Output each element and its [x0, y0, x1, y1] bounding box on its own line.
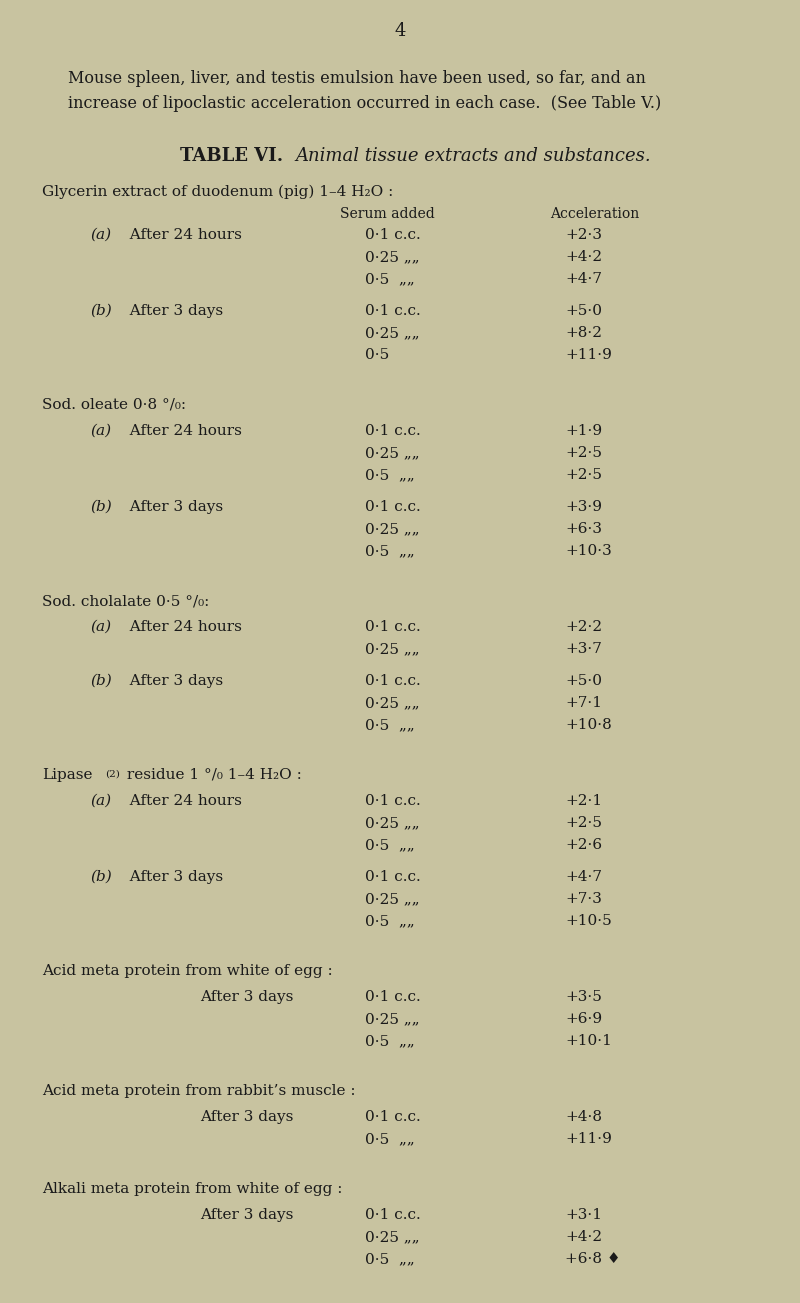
- Text: increase of lipoclastic acceleration occurred in each case.  (See Table V.): increase of lipoclastic acceleration occ…: [68, 95, 662, 112]
- Text: +4·2: +4·2: [565, 1230, 602, 1244]
- Text: +3·1: +3·1: [565, 1208, 602, 1222]
- Text: Glycerin extract of duodenum (pig) 1–4 H₂O :: Glycerin extract of duodenum (pig) 1–4 H…: [42, 185, 394, 199]
- Text: Acid meta protein from white of egg :: Acid meta protein from white of egg :: [42, 964, 333, 979]
- Text: 0·1 c.c.: 0·1 c.c.: [365, 304, 421, 318]
- Text: 0·5  „„: 0·5 „„: [365, 1252, 414, 1267]
- Text: Sod. cholalate 0·5 °/₀:: Sod. cholalate 0·5 °/₀:: [42, 594, 210, 609]
- Text: +6·3: +6·3: [565, 523, 602, 536]
- Text: (b): (b): [90, 870, 112, 883]
- Text: 0·25 „„: 0·25 „„: [365, 326, 420, 340]
- Text: Serum added: Serum added: [340, 207, 434, 222]
- Text: Alkali meta protein from white of egg :: Alkali meta protein from white of egg :: [42, 1182, 342, 1196]
- Text: +2·1: +2·1: [565, 794, 602, 808]
- Text: After 24 hours: After 24 hours: [120, 794, 242, 808]
- Text: 0·25 „„: 0·25 „„: [365, 250, 420, 265]
- Text: (a): (a): [90, 794, 111, 808]
- Text: 0·25 „„: 0·25 „„: [365, 816, 420, 830]
- Text: 0·25 „„: 0·25 „„: [365, 642, 420, 655]
- Text: 0·25 „„: 0·25 „„: [365, 893, 420, 906]
- Text: 0·25 „„: 0·25 „„: [365, 523, 420, 536]
- Text: +3·5: +3·5: [565, 990, 602, 1005]
- Text: After 3 days: After 3 days: [120, 304, 223, 318]
- Text: 0·5  „„: 0·5 „„: [365, 468, 414, 482]
- Text: Acid meta protein from rabbit’s muscle :: Acid meta protein from rabbit’s muscle :: [42, 1084, 356, 1098]
- Text: +11·9: +11·9: [565, 348, 612, 362]
- Text: 0·5  „„: 0·5 „„: [365, 838, 414, 852]
- Text: (b): (b): [90, 500, 112, 513]
- Text: +3·7: +3·7: [565, 642, 602, 655]
- Text: 0·5  „„: 0·5 „„: [365, 718, 414, 732]
- Text: 0·25 „„: 0·25 „„: [365, 696, 420, 710]
- Text: (b): (b): [90, 304, 112, 318]
- Text: +3·9: +3·9: [565, 500, 602, 513]
- Text: (2): (2): [105, 770, 120, 779]
- Text: 0·1 c.c.: 0·1 c.c.: [365, 1110, 421, 1124]
- Text: After 3 days: After 3 days: [120, 674, 223, 688]
- Text: After 3 days: After 3 days: [120, 500, 223, 513]
- Text: +7·1: +7·1: [565, 696, 602, 710]
- Text: +2·5: +2·5: [565, 468, 602, 482]
- Text: 0·5  „„: 0·5 „„: [365, 1035, 414, 1048]
- Text: 0·1 c.c.: 0·1 c.c.: [365, 500, 421, 513]
- Text: After 3 days: After 3 days: [120, 870, 223, 883]
- Text: +10·5: +10·5: [565, 913, 612, 928]
- Text: Sod. oleate 0·8 °/₀:: Sod. oleate 0·8 °/₀:: [42, 397, 186, 412]
- Text: +2·5: +2·5: [565, 446, 602, 460]
- Text: After 3 days: After 3 days: [200, 1110, 294, 1124]
- Text: 0·5: 0·5: [365, 348, 390, 362]
- Text: 0·25 „„: 0·25 „„: [365, 446, 420, 460]
- Text: +10·1: +10·1: [565, 1035, 612, 1048]
- Text: 0·1 c.c.: 0·1 c.c.: [365, 674, 421, 688]
- Text: 0·1 c.c.: 0·1 c.c.: [365, 990, 421, 1005]
- Text: 4: 4: [394, 22, 406, 40]
- Text: After 3 days: After 3 days: [200, 990, 294, 1005]
- Text: 0·1 c.c.: 0·1 c.c.: [365, 228, 421, 242]
- Text: 0·25 „„: 0·25 „„: [365, 1230, 420, 1244]
- Text: +8·2: +8·2: [565, 326, 602, 340]
- Text: (b): (b): [90, 674, 112, 688]
- Text: +2·5: +2·5: [565, 816, 602, 830]
- Text: 0·5  „„: 0·5 „„: [365, 1132, 414, 1147]
- Text: Acceleration: Acceleration: [550, 207, 639, 222]
- Text: +7·3: +7·3: [565, 893, 602, 906]
- Text: +6·8 ♦: +6·8 ♦: [565, 1252, 621, 1267]
- Text: +1·9: +1·9: [565, 423, 602, 438]
- Text: Lipase: Lipase: [42, 767, 93, 782]
- Text: (a): (a): [90, 228, 111, 242]
- Text: +11·9: +11·9: [565, 1132, 612, 1147]
- Text: +4·2: +4·2: [565, 250, 602, 265]
- Text: 0·1 c.c.: 0·1 c.c.: [365, 423, 421, 438]
- Text: After 24 hours: After 24 hours: [120, 228, 242, 242]
- Text: +6·9: +6·9: [565, 1012, 602, 1025]
- Text: +2·2: +2·2: [565, 620, 602, 635]
- Text: 0·5  „„: 0·5 „„: [365, 543, 414, 558]
- Text: residue 1 °/₀ 1–4 H₂O :: residue 1 °/₀ 1–4 H₂O :: [122, 767, 302, 782]
- Text: +4·7: +4·7: [565, 870, 602, 883]
- Text: After 24 hours: After 24 hours: [120, 423, 242, 438]
- Text: +10·3: +10·3: [565, 543, 612, 558]
- Text: +5·0: +5·0: [565, 304, 602, 318]
- Text: +10·8: +10·8: [565, 718, 612, 732]
- Text: Mouse spleen, liver, and testis emulsion have been used, so far, and an: Mouse spleen, liver, and testis emulsion…: [68, 70, 646, 87]
- Text: 0·1 c.c.: 0·1 c.c.: [365, 870, 421, 883]
- Text: 0·25 „„: 0·25 „„: [365, 1012, 420, 1025]
- Text: Animal tissue extracts and substances.: Animal tissue extracts and substances.: [295, 147, 650, 165]
- Text: TABLE VI.: TABLE VI.: [180, 147, 283, 165]
- Text: After 3 days: After 3 days: [200, 1208, 294, 1222]
- Text: 0·1 c.c.: 0·1 c.c.: [365, 620, 421, 635]
- Text: 0·1 c.c.: 0·1 c.c.: [365, 1208, 421, 1222]
- Text: +4·7: +4·7: [565, 272, 602, 285]
- Text: +2·3: +2·3: [565, 228, 602, 242]
- Text: +2·6: +2·6: [565, 838, 602, 852]
- Text: After 24 hours: After 24 hours: [120, 620, 242, 635]
- Text: 0·5  „„: 0·5 „„: [365, 913, 414, 928]
- Text: (a): (a): [90, 423, 111, 438]
- Text: 0·1 c.c.: 0·1 c.c.: [365, 794, 421, 808]
- Text: +5·0: +5·0: [565, 674, 602, 688]
- Text: 0·5  „„: 0·5 „„: [365, 272, 414, 285]
- Text: +4·8: +4·8: [565, 1110, 602, 1124]
- Text: (a): (a): [90, 620, 111, 635]
